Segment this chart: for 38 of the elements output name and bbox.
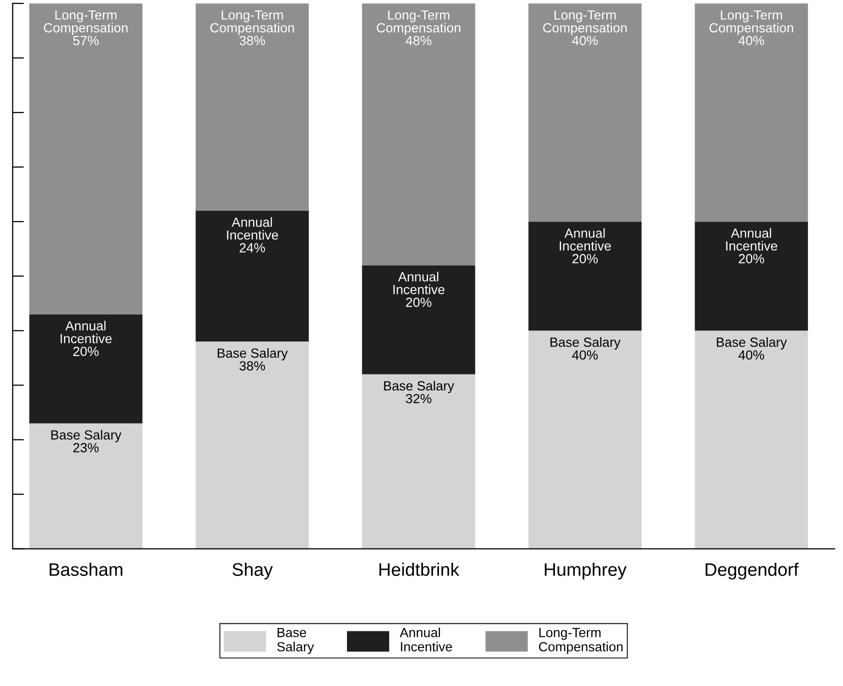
- bar: [196, 210, 309, 342]
- bar: [528, 330, 642, 549]
- data-label: Long-Term Compensation 38%: [210, 10, 294, 46]
- bar: [694, 222, 808, 331]
- bar: [196, 342, 309, 549]
- data-label: Annual Incentive 24%: [227, 217, 278, 252]
- legend-label: Long-Term Compensation: [538, 628, 623, 654]
- x-tick-label: Heidtbrink: [379, 562, 460, 576]
- legend-label: Annual Incentive: [400, 628, 452, 652]
- data-label: Base Salary 40%: [716, 337, 787, 360]
- bar: [29, 423, 142, 549]
- x-tick-label: Humphrey: [544, 562, 627, 580]
- data-label: Long-Term Compensation 48%: [376, 10, 460, 46]
- data-label: Annual Incentive 20%: [60, 320, 112, 356]
- bar: [528, 3, 642, 222]
- data-label: Annual Incentive 20%: [726, 228, 778, 264]
- data-label: Base Salary 32%: [384, 380, 454, 404]
- data-label: Annual Incentive 20%: [393, 272, 444, 307]
- x-tick-label: Shay: [232, 562, 273, 580]
- data-label: Long-Term Compensation 40%: [710, 10, 794, 46]
- legend-label: Base Salary: [277, 628, 314, 654]
- data-label: Long-Term Compensation 40%: [543, 10, 627, 46]
- x-tick-label: Bassham: [50, 562, 122, 576]
- bar: [362, 265, 476, 374]
- bar: [29, 3, 142, 314]
- data-label: Base Salary 23%: [51, 430, 122, 452]
- bar: [29, 314, 142, 424]
- bar: [196, 3, 309, 211]
- bar: [362, 3, 476, 266]
- data-label: Long-Term Compensation 57%: [44, 10, 128, 46]
- data-label: Base Salary 40%: [550, 337, 621, 360]
- data-label: Annual Incentive 20%: [560, 228, 611, 264]
- x-tick-label: Deggendorf: [706, 562, 799, 580]
- bar: [694, 3, 808, 222]
- data-label: Base Salary 38%: [218, 348, 288, 371]
- bar: [694, 330, 808, 549]
- bar: [362, 374, 476, 549]
- bar: [528, 222, 642, 331]
